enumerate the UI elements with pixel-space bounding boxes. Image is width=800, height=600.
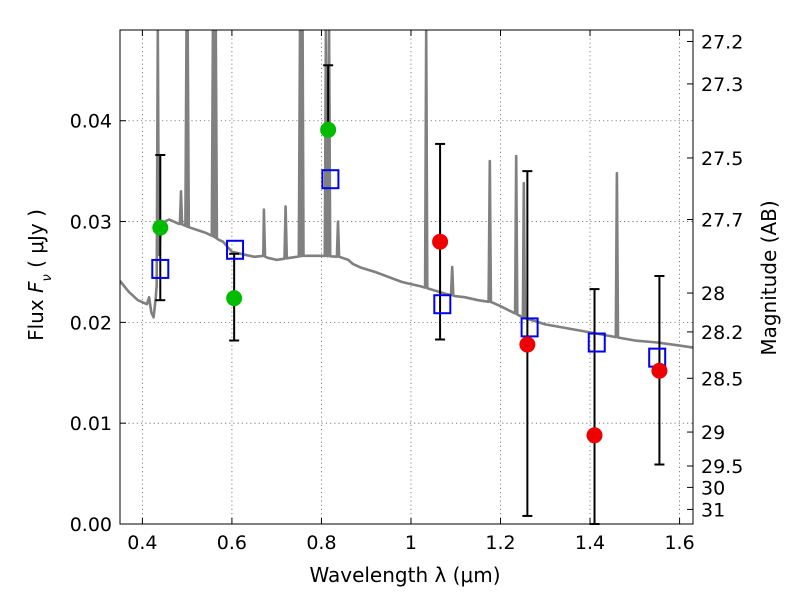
green-data-point [152, 219, 169, 236]
y2-tick-label: 28.5 [701, 368, 743, 390]
y2-tick-label: 30 [701, 477, 725, 499]
model-photometry-square [433, 294, 452, 315]
model-photometry-square [587, 332, 606, 353]
y-tick-label: 0.00 [70, 514, 112, 536]
x-tick-label: 1.4 [575, 532, 605, 554]
x-tick-label: 1 [405, 532, 417, 554]
y2-tick-label: 28.2 [701, 322, 743, 344]
y2-tick-label: 29.5 [701, 456, 743, 478]
model-photometry-square [226, 239, 245, 260]
y2-axis-label: Magnitude (AB) [757, 200, 781, 355]
y2-tick-label: 31 [701, 499, 725, 521]
grid [120, 30, 693, 525]
data-markers [151, 121, 668, 444]
green-data-point [226, 290, 243, 307]
model-photometry-square [151, 258, 170, 279]
axis-ticks: 0.4 0.6 0.8 1 1.2 1.4 1.6 0.00 0.01 0.02 0.03 0.04 2… [70, 30, 743, 554]
red-data-point [651, 362, 668, 379]
y2-tick-label: 27.7 [701, 210, 743, 232]
model-spectrum [120, 30, 693, 349]
y2-tick-label: 27.5 [701, 148, 743, 170]
y2-tick-label: 27.3 [701, 74, 743, 96]
x-tick-label: 1.2 [485, 532, 515, 554]
x-tick-label: 0.8 [306, 532, 336, 554]
y-tick-label: 0.02 [70, 312, 112, 334]
y2-tick-label: 28 [701, 283, 725, 305]
plot-frame [119, 29, 694, 525]
y2-tick-label: 27.2 [701, 31, 743, 53]
red-data-point [586, 427, 603, 444]
y-tick-label: 0.04 [70, 111, 112, 133]
x-tick-label: 0.6 [217, 532, 247, 554]
y-tick-label: 0.01 [70, 413, 112, 435]
y2-tick-label: 29 [701, 422, 725, 444]
model-photometry-square [520, 317, 539, 338]
red-data-point [432, 233, 449, 250]
x-tick-label: 1.6 [664, 532, 694, 554]
y-tick-label: 0.03 [70, 212, 112, 234]
model-photometry-square [321, 169, 340, 190]
x-tick-label: 0.4 [127, 532, 157, 554]
green-data-point [320, 121, 337, 138]
x-axis-label: Wavelength λ (μm) [309, 563, 500, 587]
y-axis-label: Flux Fν ( μJy ) [24, 209, 55, 341]
model-spectrum-line [120, 30, 693, 349]
red-data-point [519, 336, 536, 353]
